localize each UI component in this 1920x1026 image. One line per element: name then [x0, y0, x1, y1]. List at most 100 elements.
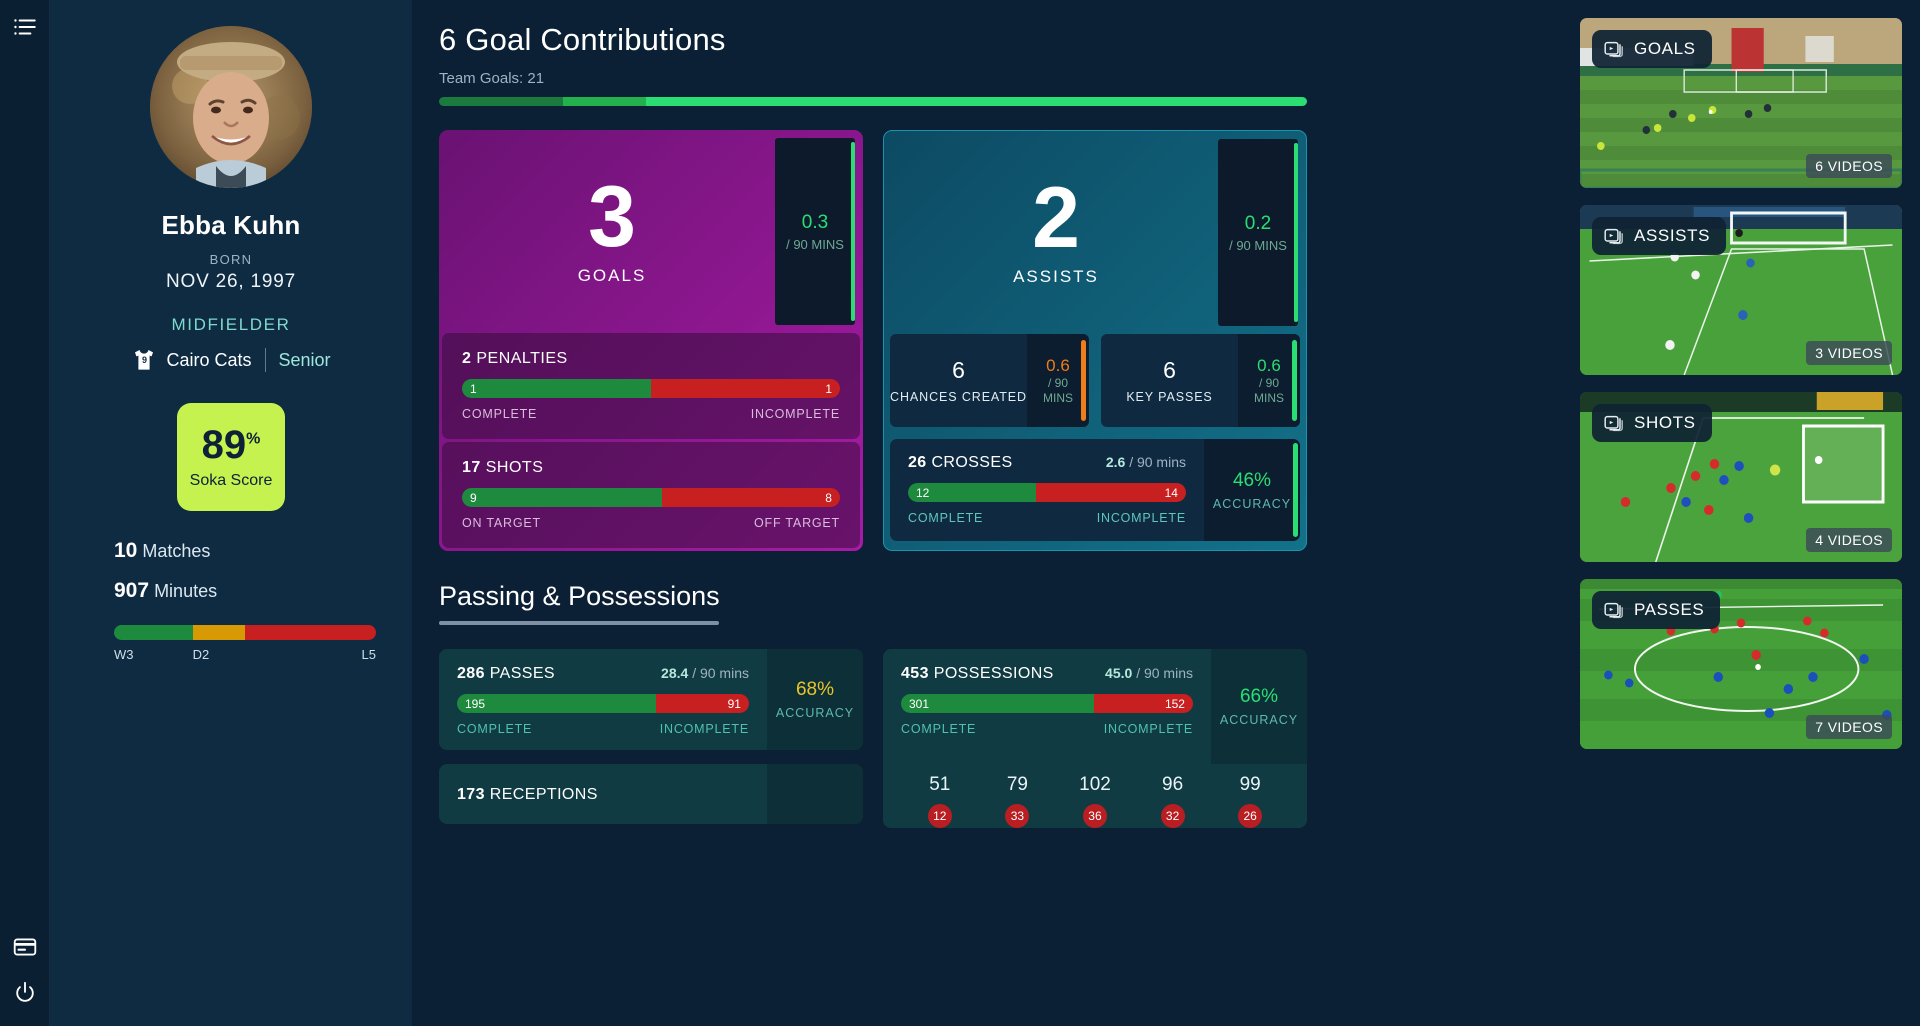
possession-zone-total: 102 — [1079, 774, 1111, 795]
possession-zone-lost: 26 — [1238, 804, 1263, 828]
chances-created-per90-unit-2: MINS — [1043, 390, 1073, 405]
assists-per90-unit: / 90 MINS — [1229, 237, 1287, 253]
matches-value: 10 — [114, 539, 138, 562]
video-card-goals[interactable]: GOALS 6 VIDEOS — [1580, 18, 1902, 188]
soka-score-percent: % — [246, 430, 261, 448]
goal-contribution-progress-bar — [439, 97, 1307, 106]
goals-hero: 3 GOALS 0.3 / 90 MINS — [439, 130, 863, 333]
receptions-count: 173 — [457, 786, 485, 803]
chances-created-value: 6 — [952, 357, 965, 383]
crosses-split-bar: 12 14 — [908, 483, 1186, 502]
video-card-shots[interactable]: SHOTS 4 VIDEOS — [1580, 392, 1902, 562]
list-menu-icon[interactable] — [12, 14, 38, 40]
crosses-incomplete-segment: 14 — [1035, 483, 1186, 502]
goals-label: GOALS — [577, 266, 647, 286]
possession-zone: 79 33 — [979, 774, 1057, 828]
assists-mini-cards-row: 6 CHANCES CREATED 0.6 / 90 MINS — [884, 334, 1306, 427]
shots-panel[interactable]: 17 SHOTS 9 8 ON TARGET — [442, 442, 860, 548]
team-row: 9 Cairo Cats Senior — [131, 347, 331, 373]
passes-incomplete-segment: 91 — [655, 694, 749, 713]
crosses-bar-labels: COMPLETE INCOMPLETE — [908, 511, 1186, 525]
possession-zone: 102 36 — [1056, 774, 1134, 828]
key-passes-label: KEY PASSES — [1126, 390, 1213, 404]
key-passes-card[interactable]: 6 KEY PASSES 0.6 / 90 MINS — [1101, 334, 1300, 427]
possessions-incomplete-value: 152 — [1164, 696, 1185, 711]
passes-count: 286 — [457, 665, 485, 682]
receptions-card[interactable]: 173 RECEPTIONS — [439, 764, 863, 824]
form-losses-label: L5 — [361, 647, 376, 662]
passes-complete-segment: 195 — [457, 694, 656, 713]
crosses-complete-label: COMPLETE — [908, 511, 984, 525]
video-count-shots: 4 VIDEOS — [1806, 528, 1892, 552]
goals-per90-value: 0.3 — [801, 211, 829, 233]
assists-per90-accent-bar — [1294, 143, 1298, 322]
power-icon[interactable] — [12, 980, 38, 1006]
passing-section-title: Passing & Possessions — [439, 581, 720, 611]
possessions-complete-label: COMPLETE — [901, 722, 977, 736]
passes-rate-value: 28.4 — [661, 665, 689, 681]
video-chip-assists: ASSISTS — [1592, 217, 1727, 255]
video-count-assists: 3 VIDEOS — [1806, 341, 1892, 365]
video-stack-icon — [1604, 39, 1624, 59]
possessions-column: 453 POSSESSIONS 45.0 / 90 mins — [883, 649, 1307, 828]
crosses-panel[interactable]: 26 CROSSES 2.6 / 90 mins 12 — [890, 439, 1300, 541]
passes-incomplete-label: INCOMPLETE — [659, 722, 749, 736]
shots-on-target-segment: 9 — [462, 488, 662, 507]
passes-card[interactable]: 286 PASSES 28.4 / 90 mins 195 — [439, 649, 863, 750]
possessions-title: 453 POSSESSIONS — [901, 665, 1054, 683]
key-passes-per90-unit-2: MINS — [1254, 390, 1284, 405]
penalties-split-bar: 1 1 — [462, 379, 840, 398]
crosses-name: CROSSES — [931, 454, 1013, 471]
possessions-accuracy-value: 66% — [1239, 686, 1279, 707]
left-nav-rail — [0, 0, 50, 1026]
video-count-passes: 7 VIDEOS — [1806, 715, 1892, 739]
penalties-bar-labels: COMPLETE INCOMPLETE — [462, 407, 840, 421]
shots-split-bar: 9 8 — [462, 488, 840, 507]
video-chip-passes: PASSES — [1592, 591, 1721, 629]
possessions-card[interactable]: 453 POSSESSIONS 45.0 / 90 mins — [883, 649, 1307, 828]
chances-created-card[interactable]: 6 CHANCES CREATED 0.6 / 90 MINS — [890, 334, 1089, 427]
possessions-rate-unit: / 90 mins — [1136, 665, 1193, 681]
shots-off-target-label: OFF TARGET — [753, 516, 840, 530]
shots-on-target-value: 9 — [470, 490, 477, 505]
possessions-accuracy-label: ACCURACY — [1219, 713, 1299, 727]
form-wins-label: W3 — [114, 647, 134, 662]
penalties-complete-label: COMPLETE — [462, 407, 538, 421]
player-position: MIDFIELDER — [171, 315, 291, 334]
penalties-complete-segment: 1 — [462, 379, 651, 398]
passes-complete-value: 195 — [465, 696, 486, 711]
shots-on-target-label: ON TARGET — [462, 516, 541, 530]
shots-bar-labels: ON TARGET OFF TARGET — [462, 516, 840, 530]
possessions-complete-value: 301 — [909, 696, 930, 711]
form-bar-labels: W3 D2 L5 — [114, 647, 376, 662]
contribution-cards-row: 3 GOALS 0.3 / 90 MINS 2 PENALTIES — [439, 130, 1329, 551]
crosses-incomplete-label: INCOMPLETE — [1096, 511, 1186, 525]
card-icon[interactable] — [12, 934, 38, 960]
minutes-value: 907 — [114, 579, 150, 602]
penalties-panel[interactable]: 2 PENALTIES 1 1 COMPLETE — [442, 333, 860, 439]
soka-score-value: 89% — [202, 425, 261, 465]
video-card-assists[interactable]: ASSISTS 3 VIDEOS — [1580, 205, 1902, 375]
passes-name: PASSES — [489, 665, 556, 682]
possessions-rate-value: 45.0 — [1105, 665, 1133, 681]
chances-created-per90: 0.6 / 90 MINS — [1027, 334, 1089, 427]
passes-bar-labels: COMPLETE INCOMPLETE — [457, 722, 749, 736]
soka-score-card[interactable]: 89% Soka Score — [177, 403, 285, 511]
chances-created-per90-value: 0.6 — [1046, 356, 1070, 376]
passes-column: 286 PASSES 28.4 / 90 mins 195 — [439, 649, 863, 828]
matches-label: Matches — [142, 541, 211, 561]
penalties-incomplete-value: 1 — [825, 381, 832, 396]
form-bar-wins — [114, 625, 193, 640]
passes-complete-label: COMPLETE — [457, 722, 533, 736]
assists-per90-value: 0.2 — [1244, 212, 1272, 234]
shots-name: SHOTS — [485, 459, 544, 476]
form-bar: W3 D2 L5 — [114, 625, 376, 662]
video-stack-icon — [1604, 600, 1624, 620]
assists-card[interactable]: 2 ASSISTS 0.2 / 90 MINS 6 — [883, 130, 1307, 551]
crosses-complete-value: 12 — [916, 485, 930, 500]
crosses-accuracy-label: ACCURACY — [1212, 496, 1292, 511]
video-card-passes[interactable]: PASSES 7 VIDEOS — [1580, 579, 1902, 749]
minutes-label: Minutes — [154, 581, 218, 601]
receptions-title: 173 RECEPTIONS — [457, 786, 598, 804]
goals-card[interactable]: 3 GOALS 0.3 / 90 MINS 2 PENALTIES — [439, 130, 863, 551]
